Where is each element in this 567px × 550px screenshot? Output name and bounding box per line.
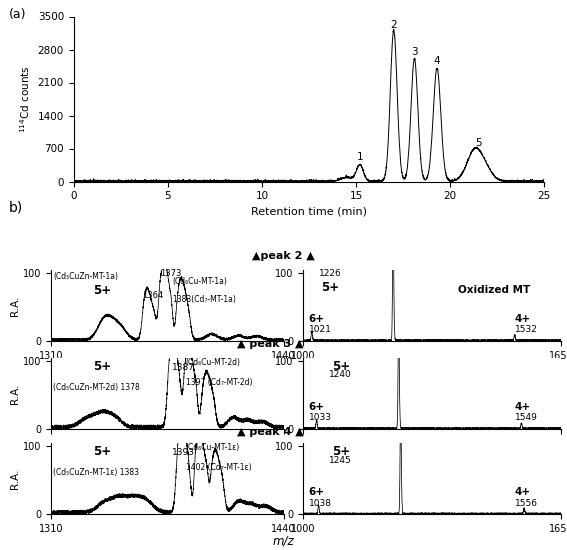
Text: 6+: 6+ xyxy=(308,314,324,324)
Text: 1373: 1373 xyxy=(160,270,181,278)
Text: 1226: 1226 xyxy=(319,270,342,278)
Text: 1240: 1240 xyxy=(329,370,352,380)
Text: 5+: 5+ xyxy=(93,445,111,458)
Text: 1393: 1393 xyxy=(172,448,195,456)
Text: 3: 3 xyxy=(411,47,418,57)
Text: 5+: 5+ xyxy=(332,360,350,373)
Text: 4: 4 xyxy=(434,56,441,66)
Text: 1021: 1021 xyxy=(308,325,331,334)
Text: 5+: 5+ xyxy=(93,284,111,297)
Text: m/z: m/z xyxy=(273,534,294,547)
Text: 5+: 5+ xyxy=(321,281,340,294)
Text: 5+: 5+ xyxy=(93,360,111,373)
Y-axis label: R.A.: R.A. xyxy=(10,383,20,404)
Text: ▲ peak 4 ▲: ▲ peak 4 ▲ xyxy=(236,427,303,437)
Text: 2: 2 xyxy=(391,20,397,30)
Text: ▲peak 2 ▲: ▲peak 2 ▲ xyxy=(252,251,315,261)
Text: (a): (a) xyxy=(9,8,26,21)
Text: 1387: 1387 xyxy=(172,362,195,371)
Y-axis label: R.A.: R.A. xyxy=(10,295,20,316)
Text: 1397 (Cd₇-MT-2d): 1397 (Cd₇-MT-2d) xyxy=(186,377,252,387)
Text: (Cd₆Cu-MT-1a): (Cd₆Cu-MT-1a) xyxy=(172,277,227,285)
Text: 5+: 5+ xyxy=(332,445,350,458)
Text: 1549: 1549 xyxy=(515,413,538,422)
Text: 6+: 6+ xyxy=(308,487,324,497)
Text: 1402 (Cd₇-MT-1ε): 1402 (Cd₇-MT-1ε) xyxy=(186,463,252,472)
Text: ▲ peak 3 ▲: ▲ peak 3 ▲ xyxy=(237,339,303,349)
Text: 5: 5 xyxy=(475,138,482,147)
Y-axis label: $^{114}$Cd counts: $^{114}$Cd counts xyxy=(18,65,32,133)
Text: b): b) xyxy=(9,201,23,214)
Text: (Cd₅CuZn-MT-1ε) 1383: (Cd₅CuZn-MT-1ε) 1383 xyxy=(53,468,139,477)
Text: 1033: 1033 xyxy=(308,413,332,422)
Text: 4+: 4+ xyxy=(515,402,531,412)
Text: (Cd₆Cu-MT-2d): (Cd₆Cu-MT-2d) xyxy=(186,358,241,366)
Text: 1364: 1364 xyxy=(142,290,163,300)
Text: 1556: 1556 xyxy=(515,498,538,508)
Text: 1: 1 xyxy=(357,152,363,162)
Y-axis label: R.A.: R.A. xyxy=(10,468,20,489)
Text: 1532: 1532 xyxy=(515,325,538,334)
Text: 1038: 1038 xyxy=(308,498,332,508)
Text: Oxidized MT: Oxidized MT xyxy=(458,285,530,295)
Text: (Cd₆Cu-MT-1ε): (Cd₆Cu-MT-1ε) xyxy=(186,443,240,452)
Text: 4+: 4+ xyxy=(515,314,531,324)
Text: 1383(Cd₇-MT-1a): 1383(Cd₇-MT-1a) xyxy=(172,295,236,304)
X-axis label: Retention time (min): Retention time (min) xyxy=(251,207,367,217)
Text: 1245: 1245 xyxy=(329,455,352,465)
Text: 4+: 4+ xyxy=(515,487,531,497)
Text: (Cd₅CuZn-MT-2d) 1378: (Cd₅CuZn-MT-2d) 1378 xyxy=(53,383,140,392)
Text: (Cd₅CuZn-MT-1a): (Cd₅CuZn-MT-1a) xyxy=(53,272,119,280)
Text: 6+: 6+ xyxy=(308,402,324,412)
